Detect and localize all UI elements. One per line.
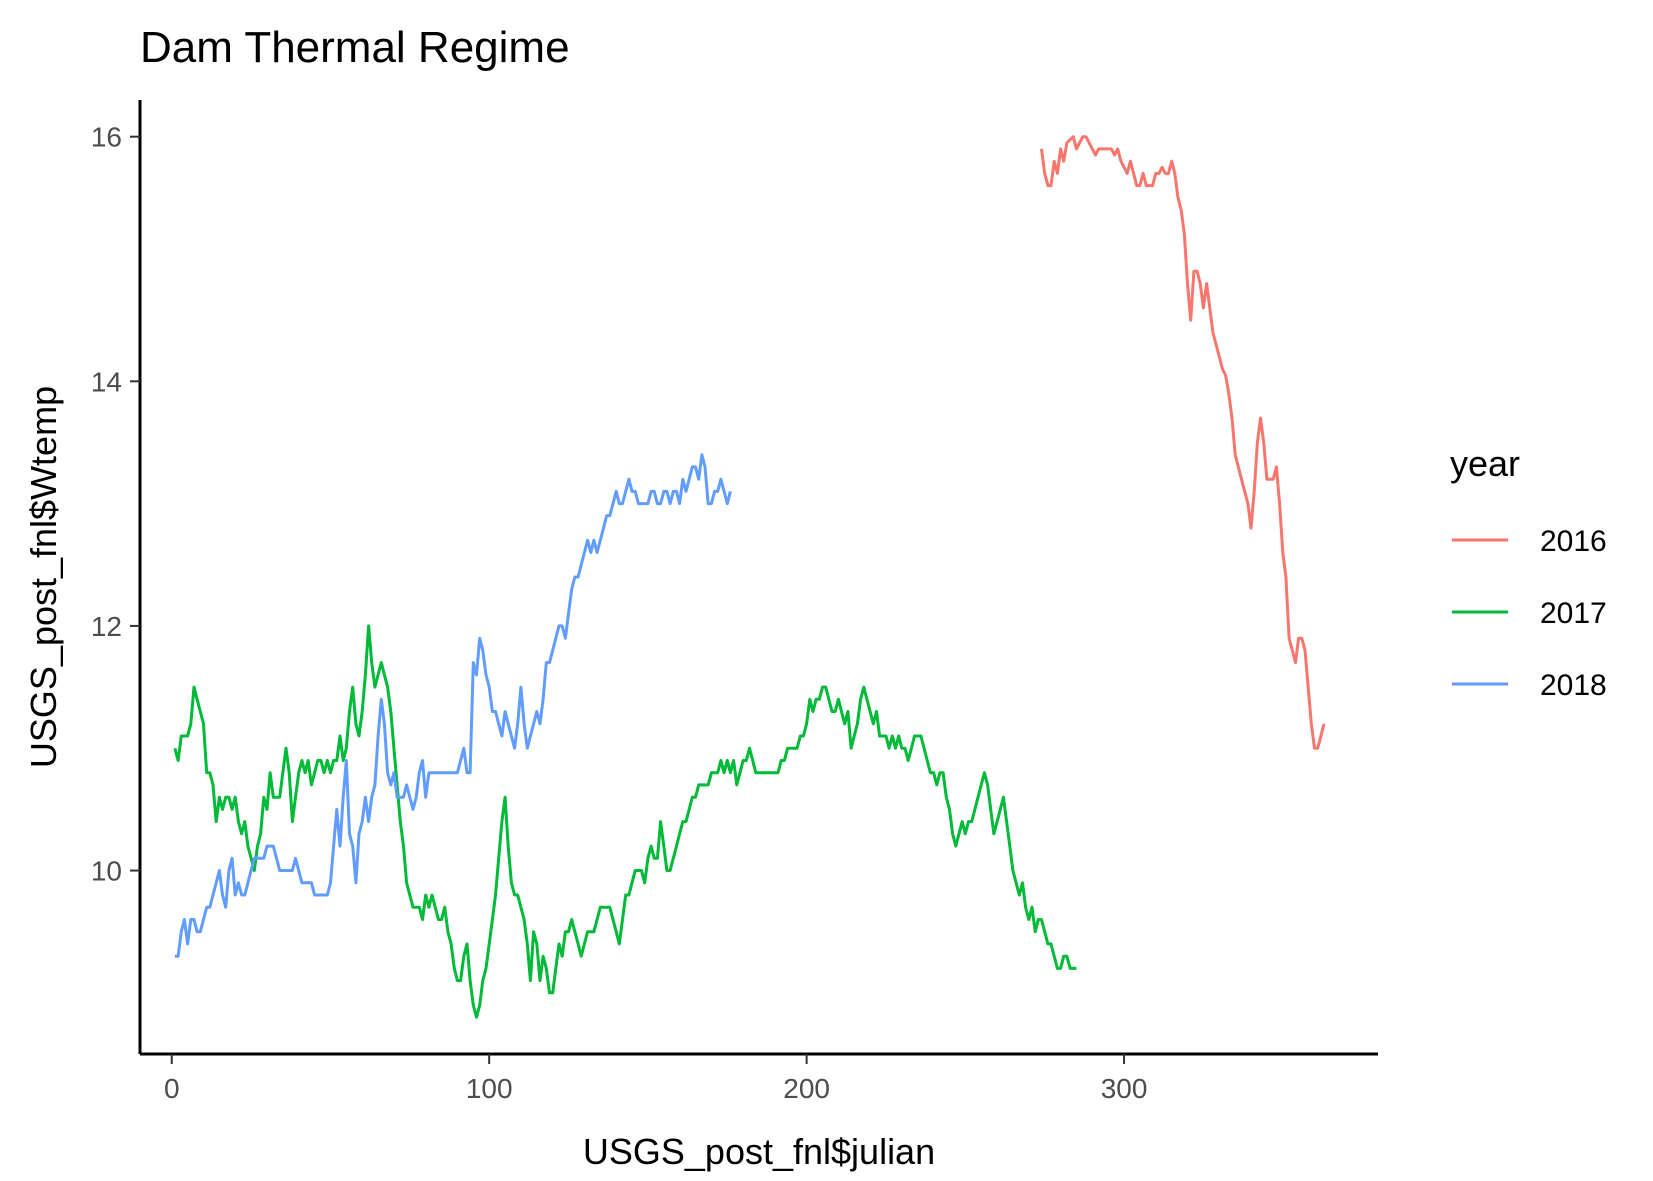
x-tick-label: 0 <box>164 1073 180 1104</box>
y-tick-label: 12 <box>91 611 122 642</box>
plot-area <box>173 135 1326 1019</box>
chart-title: Dam Thermal Regime <box>140 23 570 72</box>
y-axis-title: USGS_post_fnl$Wtemp <box>23 386 64 768</box>
x-ticks: 0 100 200 300 <box>164 1054 1147 1104</box>
series-line-2017 <box>173 624 1077 1019</box>
legend-title: year <box>1450 443 1520 484</box>
y-tick-label: 14 <box>91 366 122 397</box>
y-tick-label: 16 <box>91 122 122 153</box>
series-line-2018 <box>174 453 732 958</box>
axes <box>138 100 1378 1056</box>
y-tick-label: 10 <box>91 856 122 887</box>
series-line-2016 <box>1040 135 1326 750</box>
x-tick-label: 200 <box>783 1073 830 1104</box>
x-tick-label: 100 <box>466 1073 513 1104</box>
legend-label-2017: 2017 <box>1540 597 1607 630</box>
y-ticks: 10 12 14 16 <box>91 122 140 887</box>
x-tick-label: 300 <box>1101 1073 1148 1104</box>
legend-label-2016: 2016 <box>1540 525 1607 558</box>
x-axis-title: USGS_post_fnl$julian <box>583 1131 935 1172</box>
legend-label-2018: 2018 <box>1540 669 1607 702</box>
legend: year 2016 2017 2018 <box>1450 443 1607 702</box>
